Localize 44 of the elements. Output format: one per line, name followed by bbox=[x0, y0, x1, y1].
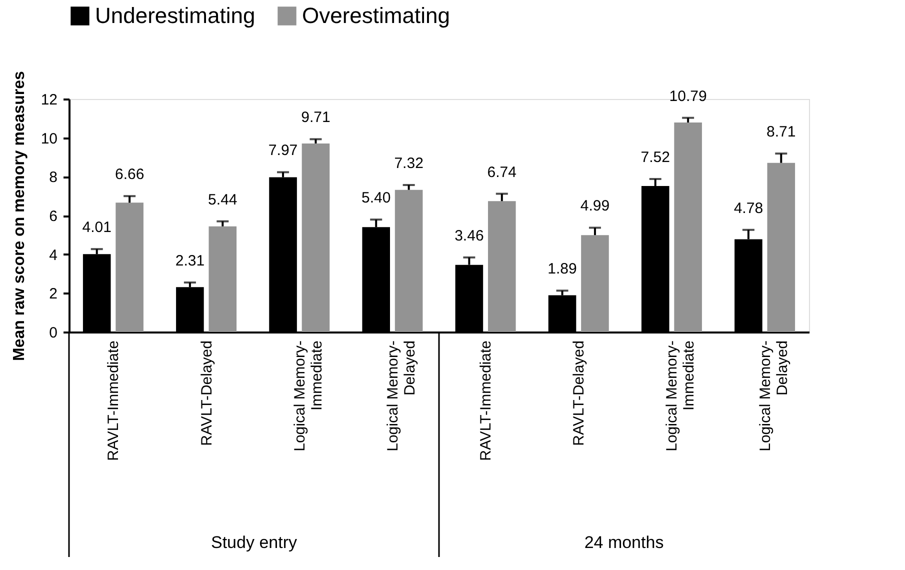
x-tick-label: Logical Memory-Delayed bbox=[756, 340, 791, 452]
bar bbox=[208, 226, 237, 332]
bar bbox=[302, 143, 330, 332]
data-label: 8.71 bbox=[766, 124, 796, 141]
y-tick-label: 10 bbox=[40, 130, 58, 148]
data-label: 7.32 bbox=[394, 155, 424, 172]
x-tick-label: RAVLT-Delayed bbox=[198, 340, 216, 446]
y-tick-label: 12 bbox=[40, 92, 58, 108]
legend-label: Underestimating bbox=[95, 3, 256, 28]
data-label: 4.01 bbox=[82, 219, 112, 236]
y-tick-label: 4 bbox=[49, 246, 58, 264]
x-tick-label: Logical Memory-Immediate bbox=[664, 340, 698, 452]
legend-label: Overestimating bbox=[302, 3, 450, 28]
bar bbox=[674, 122, 702, 332]
text: 24 months bbox=[584, 533, 664, 552]
x-tick-label: RAVLT-Immediate bbox=[478, 340, 495, 461]
x-tick-label: Logical Memory-Delayed bbox=[384, 340, 418, 452]
data-label: 10.79 bbox=[669, 88, 707, 105]
data-label: 2.31 bbox=[175, 252, 205, 270]
y-tick-label: 6 bbox=[49, 208, 58, 225]
data-label: 7.97 bbox=[268, 142, 298, 160]
text: Study entry bbox=[211, 533, 298, 552]
y-tick-label: 0 bbox=[49, 324, 58, 342]
bar bbox=[581, 235, 609, 332]
x-tick-label: RAVLT-Delayed bbox=[570, 340, 588, 446]
x-tick-label: RAVLT-Immediate bbox=[105, 340, 122, 461]
bar bbox=[116, 202, 144, 332]
y-axis-title: Mean raw score on memory measures bbox=[10, 70, 28, 361]
data-label: 6.74 bbox=[487, 164, 516, 181]
data-label: 1.89 bbox=[548, 260, 577, 278]
bar bbox=[488, 201, 516, 332]
data-label: 3.46 bbox=[454, 227, 484, 244]
bar bbox=[767, 162, 796, 332]
data-label: 5.40 bbox=[362, 190, 391, 207]
y-tick-label: 8 bbox=[49, 169, 58, 186]
bar bbox=[394, 190, 423, 332]
y-tick-label: 2 bbox=[49, 286, 58, 303]
data-label: 6.66 bbox=[114, 166, 144, 184]
x-tick-label: Logical Memory-Immediate bbox=[291, 340, 326, 452]
data-label: 4.78 bbox=[734, 200, 764, 217]
data-label: 4.99 bbox=[580, 198, 610, 215]
data-label: 7.52 bbox=[640, 148, 670, 166]
data-label: 9.71 bbox=[301, 109, 330, 126]
data-label: 5.44 bbox=[208, 191, 238, 208]
